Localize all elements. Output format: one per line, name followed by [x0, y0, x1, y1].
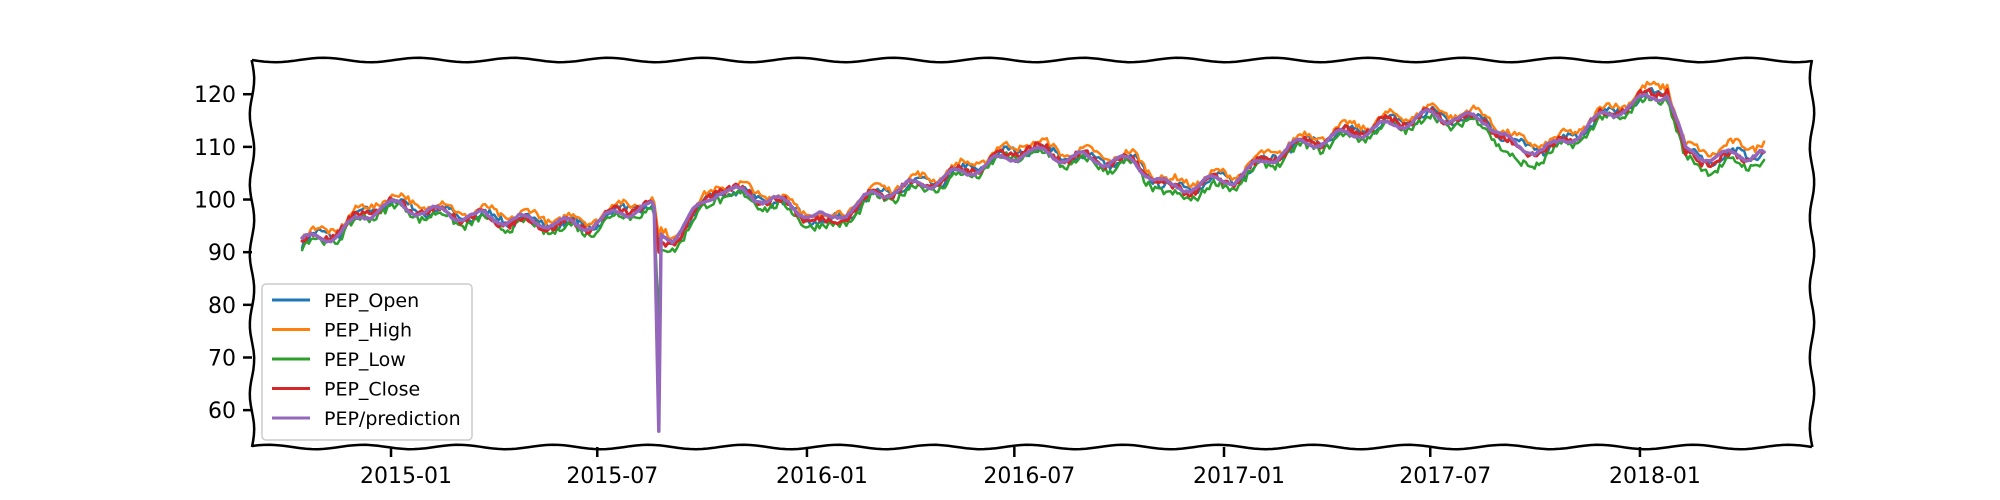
x-tick-label: 2016-01 [776, 464, 868, 489]
legend-label: PEP_Open [324, 290, 419, 312]
series-line-pep-open [300, 86, 1766, 250]
series-line-pep-prediction [300, 93, 1766, 433]
series-line-pep-low [300, 93, 1766, 325]
series-line-pep-high [300, 80, 1766, 241]
legend: PEP_Open PEP_High PEP_Low PEP_Close PEP/pred… [261, 283, 473, 441]
x-tick-label: 2017-01 [1193, 464, 1285, 489]
y-tick-label: 120 [194, 83, 236, 108]
series-line-pep-close [300, 87, 1766, 254]
y-tick-label: 80 [208, 294, 236, 319]
y-axis: 60 70 80 90 100 110 120 [194, 83, 252, 424]
axes-frame [248, 56, 1816, 451]
x-tick-label: 2016-07 [983, 464, 1075, 489]
legend-label: PEP_Low [324, 349, 406, 371]
legend-box [261, 283, 473, 441]
x-tick-label: 2017-07 [1399, 464, 1491, 489]
series-layer [300, 80, 1766, 433]
legend-label: PEP/prediction [324, 408, 461, 430]
x-axis: 2015-01 2015-07 2016-01 2016-07 2017-01 2017-… [360, 447, 1701, 489]
y-tick-label: 70 [208, 346, 236, 371]
x-tick-label: 2015-07 [566, 464, 658, 489]
x-tick-label: 2018-01 [1609, 464, 1701, 489]
y-tick-label: 110 [194, 136, 236, 161]
legend-label: PEP_High [324, 320, 412, 342]
y-tick-label: 60 [208, 399, 236, 424]
y-tick-label: 90 [208, 241, 236, 266]
legend-label: PEP_Close [324, 379, 420, 401]
x-tick-label: 2015-01 [360, 464, 452, 489]
y-tick-label: 100 [194, 189, 236, 214]
